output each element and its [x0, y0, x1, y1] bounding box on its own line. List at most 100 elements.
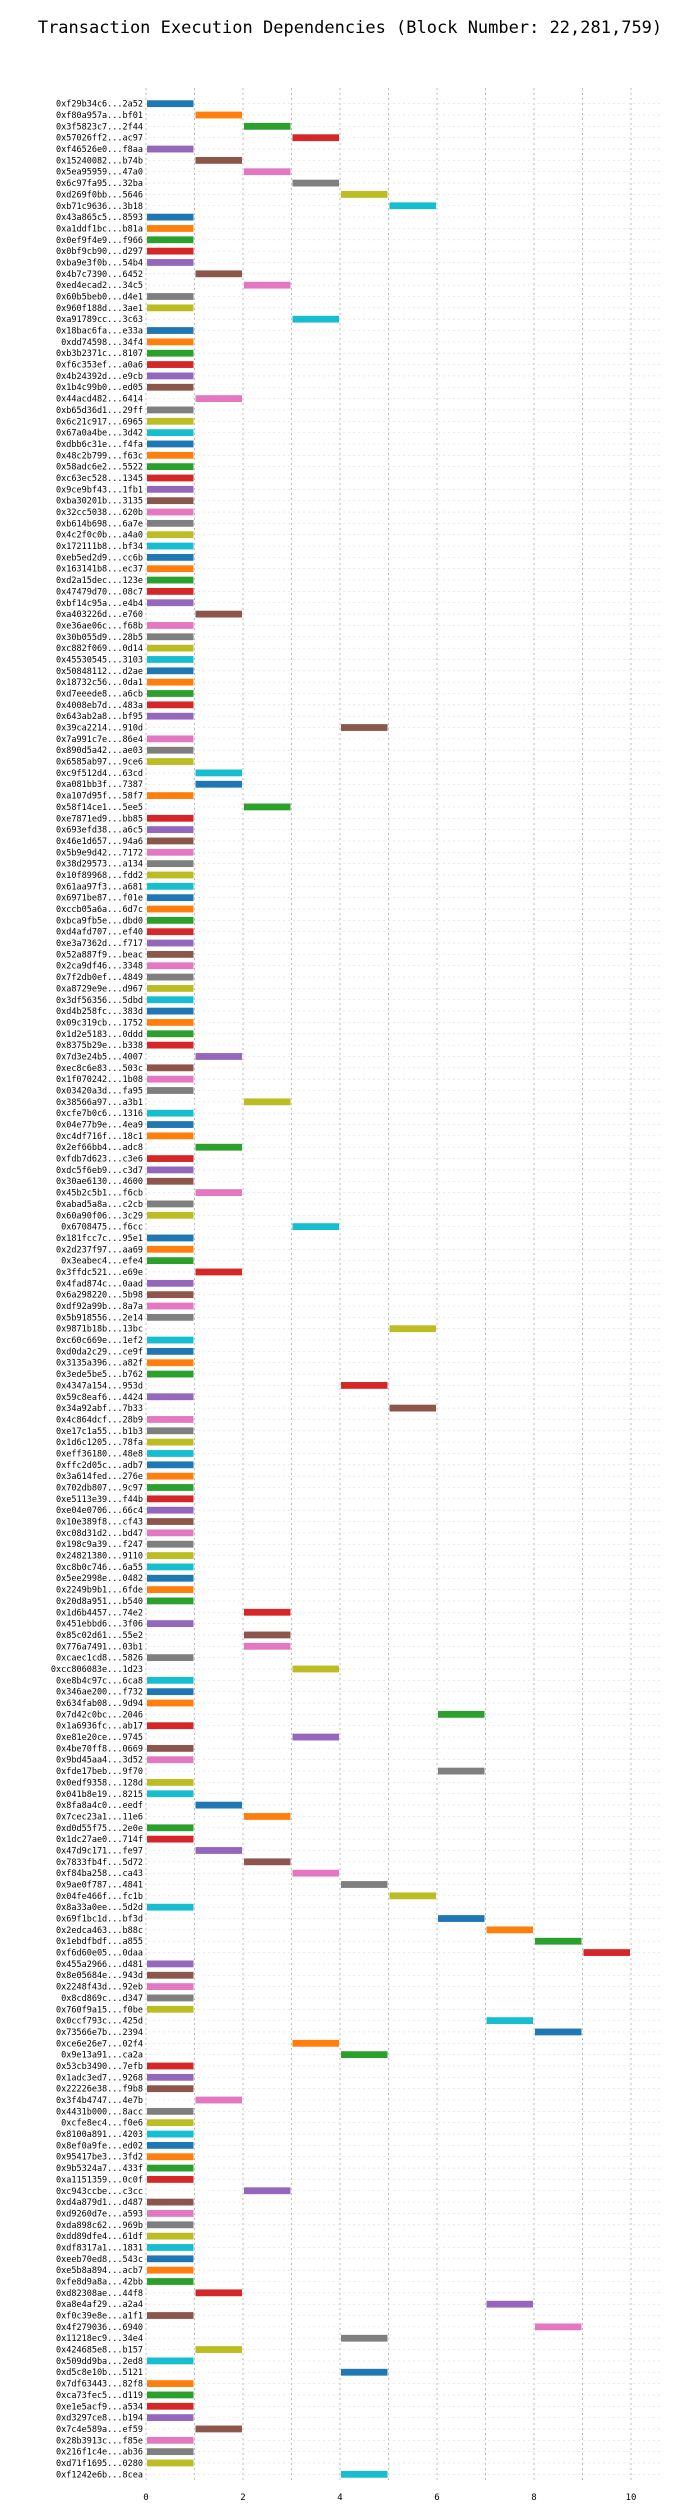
- transaction-bar: [292, 1869, 339, 1877]
- transaction-label: 0x8100a891...4203: [56, 2130, 143, 2140]
- transaction-bar: [535, 2323, 582, 2331]
- transaction-label: 0xccb05a6a...6d7c: [56, 905, 143, 915]
- transaction-bar: [486, 2300, 533, 2308]
- transaction-label: 0x10f89968...fdd2: [56, 871, 143, 881]
- transaction-bar: [147, 542, 194, 550]
- transaction-label: 0xeff36180...48e8: [56, 1449, 143, 1459]
- transaction-bar: [147, 259, 194, 266]
- transaction-label: 0xec8c6e83...503c: [56, 1064, 143, 1074]
- transaction-label: 0x5b9e9d42...7172: [56, 848, 143, 858]
- transaction-label: 0xcfe7b0c6...1316: [56, 1109, 143, 1119]
- transaction-bar: [292, 134, 339, 142]
- transaction-bar: [147, 1983, 194, 1990]
- transaction-bar: [147, 2255, 194, 2263]
- transaction-bar: [147, 1313, 194, 1321]
- transaction-bar: [535, 2028, 582, 2036]
- transaction-label: 0xfdb7d623...c3e6: [56, 1155, 143, 1165]
- transaction-bar: [195, 1268, 242, 1276]
- transaction-label: 0xdc5f6eb9...c3d7: [56, 1166, 143, 1176]
- transaction-label: 0xd82308ae...44f8: [56, 2289, 143, 2299]
- transaction-bar: [292, 2039, 339, 2047]
- transaction-bar: [147, 1019, 194, 1026]
- transaction-label: 0xcfe8ec4...f0e6: [61, 2119, 143, 2129]
- transaction-label: 0x1b4c99b0...ed05: [56, 383, 143, 393]
- transaction-bar: [147, 225, 194, 232]
- transaction-bar: [147, 1302, 194, 1310]
- transaction-bar: [147, 474, 194, 482]
- transaction-bar: [147, 1790, 194, 1798]
- transaction-bar: [244, 122, 291, 130]
- transaction-label: 0x7f2db0ef...4849: [56, 973, 143, 983]
- transaction-bar: [195, 156, 242, 164]
- transaction-label: 0xb3b2371c...8107: [56, 349, 143, 359]
- transaction-bar: [292, 1733, 339, 1741]
- transaction-bar: [195, 1801, 242, 1809]
- transaction-bar: [389, 1892, 436, 1900]
- transaction-label: 0x50848112...d2ae: [56, 667, 143, 677]
- transaction-label: 0xcaec1cd8...5826: [56, 1654, 143, 1664]
- x-tick-label: 4: [337, 2493, 342, 2503]
- transaction-bar: [147, 327, 194, 334]
- transaction-label: 0xf6c353ef...a0a6: [56, 361, 143, 371]
- transaction-bar: [195, 395, 242, 402]
- transaction-bar: [147, 1279, 194, 1287]
- transaction-bar: [147, 531, 194, 539]
- transaction-bar: [147, 1699, 194, 1707]
- transaction-label: 0xeb5ed2d9...cc6b: [56, 553, 143, 563]
- transaction-bar: [147, 2266, 194, 2274]
- transaction-bar: [147, 2436, 194, 2444]
- transaction-label: 0xbf14c95a...e4b4: [56, 599, 143, 609]
- transaction-label: 0xbca9fb5e...dbd0: [56, 916, 143, 926]
- transaction-bar: [147, 2062, 194, 2070]
- transaction-label: 0x38d29573...a134: [56, 860, 143, 870]
- transaction-label: 0x7c4e589a...ef59: [56, 2425, 143, 2435]
- transaction-bar: [147, 1756, 194, 1764]
- transaction-label: 0x1adc3ed7...9268: [56, 2073, 143, 2083]
- transaction-label: 0x8fa8a4c0...eedf: [56, 1801, 143, 1811]
- transaction-bar: [147, 349, 194, 357]
- transaction-label: 0x4fad874c...0aad: [56, 1279, 143, 1289]
- transaction-label: 0xa081bb3f...7387: [56, 780, 143, 790]
- transaction-bar: [147, 1586, 194, 1593]
- transaction-bar: [292, 1223, 339, 1231]
- transaction-label: 0x3135a396...a82f: [56, 1359, 143, 1369]
- transaction-bar: [147, 485, 194, 493]
- transaction-bar: [147, 2402, 194, 2410]
- transaction-bar: [147, 1676, 194, 1684]
- transaction-label: 0x3a614fed...276e: [56, 1472, 143, 1482]
- transaction-label: 0xf0c39e8e...a1f1: [56, 2312, 143, 2322]
- transaction-label: 0x7833fb4f...5d72: [56, 1858, 143, 1868]
- transaction-bar: [147, 1370, 194, 1378]
- transaction-label: 0x0edf9358...128d: [56, 1778, 143, 1788]
- transaction-bar: [341, 1382, 388, 1389]
- transaction-label: 0xa1ddf1bc...b81a: [56, 224, 143, 234]
- transaction-bar: [244, 281, 291, 289]
- transaction-label: 0x9871b18b...13bc: [56, 1325, 143, 1335]
- transaction-label: 0x5ea95959...47a0: [56, 168, 143, 178]
- transaction-bar: [147, 2459, 194, 2467]
- transaction-label: 0x4008eb7d...483a: [56, 701, 143, 711]
- transaction-label: 0x1f070242...1b08: [56, 1075, 143, 1085]
- transaction-bar: [244, 803, 291, 811]
- transaction-bar: [195, 2289, 242, 2297]
- transaction-label: 0xba9e3f0b...54b4: [56, 258, 143, 268]
- transaction-label: 0x890d5a42...ae03: [56, 746, 143, 756]
- transaction-bar: [147, 1552, 194, 1559]
- transaction-bar: [147, 1824, 194, 1832]
- transaction-label: 0x6708475...f6cc: [61, 1223, 143, 1233]
- transaction-label: 0xa8729e9e...d967: [56, 984, 143, 994]
- transaction-bar: [147, 247, 194, 255]
- transaction-bar: [195, 2425, 242, 2433]
- transaction-bar: [147, 2073, 194, 2081]
- transaction-bar: [438, 1915, 485, 1922]
- transaction-label: 0x73566e7b...2394: [56, 2028, 143, 2038]
- transaction-label: 0x1ebdfbdf...a855: [56, 1937, 143, 1947]
- transaction-label: 0xed4ecad2...34c5: [56, 281, 143, 291]
- transaction-bar: [147, 1087, 194, 1094]
- transaction-label: 0x1a6936fc...ab17: [56, 1722, 143, 1732]
- transaction-label: 0x7cec23a1...11e6: [56, 1812, 143, 1822]
- transaction-label: 0x18bac6fa...e33a: [56, 327, 143, 337]
- transaction-label: 0x60a90f06...3c29: [56, 1211, 143, 1221]
- transaction-bar: [147, 2164, 194, 2172]
- transaction-bar: [486, 1926, 533, 1934]
